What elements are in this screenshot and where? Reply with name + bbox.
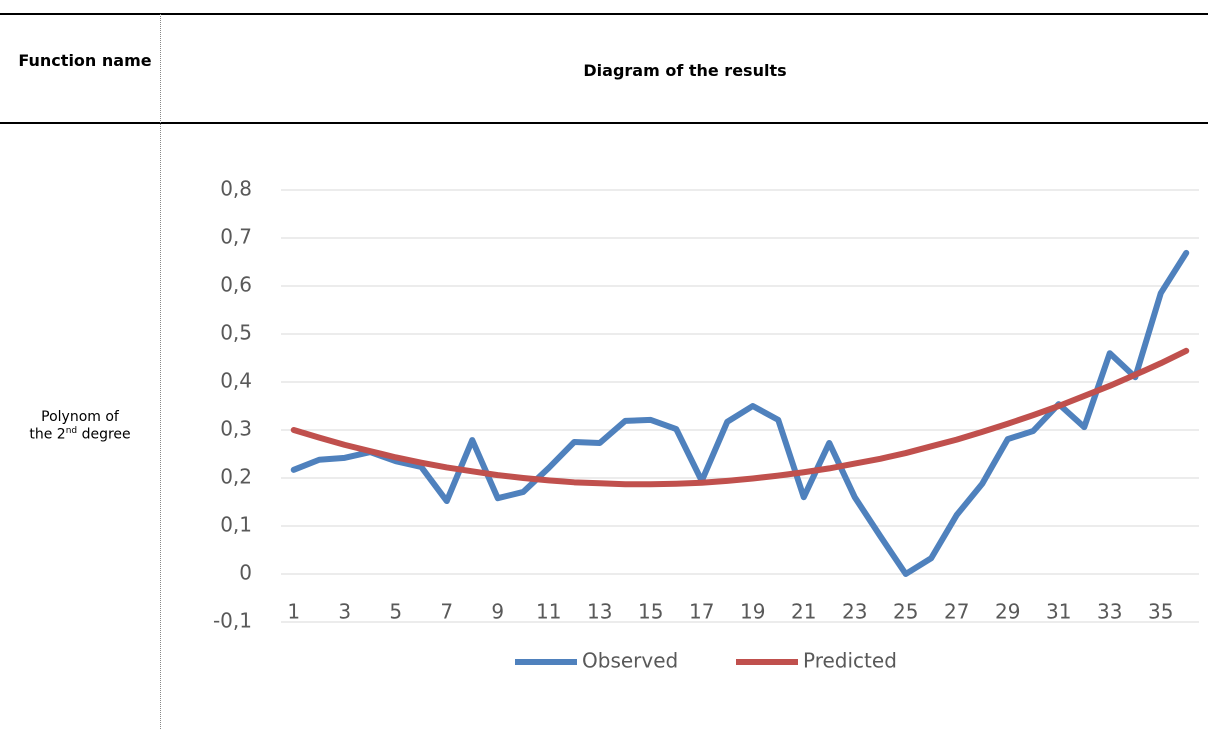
- header-cell: Diagram of the results: [583, 61, 787, 80]
- y-tick-label: 0,8: [220, 177, 252, 201]
- legend-label: Observed: [582, 649, 678, 673]
- y-tick-label: 0,6: [220, 273, 252, 297]
- x-tick-label: 35: [1148, 600, 1173, 624]
- x-tick-label: 21: [791, 600, 816, 624]
- legend-label: Predicted: [803, 649, 897, 673]
- header-rule: [0, 122, 1208, 124]
- y-tick-label: 0: [239, 561, 252, 585]
- x-tick-label: 29: [995, 600, 1020, 624]
- series-line: [290, 249, 1190, 577]
- y-tick-label: 0,2: [220, 465, 252, 489]
- x-tick-label: 11: [536, 600, 561, 624]
- y-tick-label: 0,4: [220, 369, 252, 393]
- table-top-rule: [0, 13, 1208, 15]
- x-tick-label: 31: [1046, 600, 1071, 624]
- series-line: [290, 347, 1190, 488]
- y-tick-label: 0,1: [220, 513, 252, 537]
- row-label-sup: nd: [65, 426, 78, 436]
- header-cell: Function name: [18, 51, 152, 70]
- x-tick-label: 25: [893, 600, 918, 624]
- x-tick-label: 5: [389, 600, 402, 624]
- x-tick-label: 13: [587, 600, 612, 624]
- x-tick-label: 17: [689, 600, 714, 624]
- x-tick-label: 3: [338, 600, 351, 624]
- row-label-text: degree: [77, 426, 131, 443]
- y-tick-label: -0,1: [213, 609, 252, 633]
- x-tick-label: 27: [944, 600, 969, 624]
- x-tick-label: 15: [638, 600, 663, 624]
- row-label: Polynom of the 2nd degree: [0, 410, 160, 442]
- x-tick-label: 9: [491, 600, 504, 624]
- row-label-text: the 2: [29, 426, 66, 443]
- y-tick-label: 0,5: [220, 321, 252, 345]
- x-tick-label: 23: [842, 600, 867, 624]
- column-divider: [160, 14, 161, 729]
- x-tick-label: 19: [740, 600, 765, 624]
- y-tick-label: 0,7: [220, 225, 252, 249]
- y-tick-label: 0,3: [220, 417, 252, 441]
- x-tick-label: 33: [1097, 600, 1122, 624]
- row-label-text: Polynom of: [41, 409, 119, 425]
- x-tick-label: 7: [440, 600, 453, 624]
- x-tick-label: 1: [287, 600, 300, 624]
